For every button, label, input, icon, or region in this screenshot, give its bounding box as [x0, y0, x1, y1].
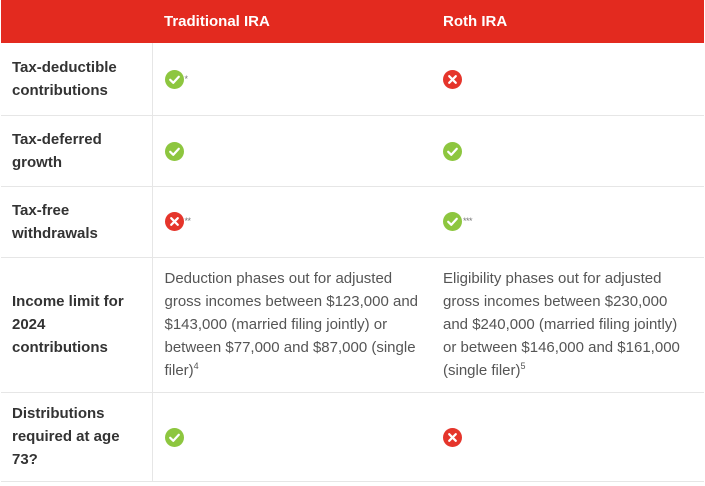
- footnote-marker: **: [184, 216, 192, 227]
- roth-cell: [431, 43, 704, 116]
- header-traditional-ira: Traditional IRA: [164, 13, 270, 30]
- income-limit-text: Deduction phases out for adjusted gross …: [164, 270, 419, 379]
- cross-icon: [443, 427, 462, 447]
- check-icon: [164, 69, 184, 89]
- roth-cell: ***: [431, 186, 704, 258]
- row-label: Tax-deductible contributions: [1, 43, 153, 116]
- header-roth-ira: Roth IRA: [443, 13, 508, 30]
- row-label: Income limit for 2024 contributions: [1, 257, 153, 393]
- table-header-row: Traditional IRA Roth IRA: [1, 0, 704, 43]
- row-label: Distributions required at age 73?: [1, 392, 153, 482]
- traditional-cell: *: [152, 43, 431, 116]
- table-row: Tax-deferred growth: [1, 115, 704, 187]
- header-blank-cell: [1, 0, 152, 43]
- income-limit-text: Eligibility phases out for adjusted gros…: [443, 270, 680, 379]
- footnote-number: 4: [193, 361, 199, 371]
- table-row: Income limit for 2024 contributions Dedu…: [1, 257, 704, 393]
- roth-cell: [431, 392, 704, 482]
- footnote-number: 5: [520, 361, 526, 371]
- footnote-marker: *: [184, 73, 189, 84]
- table-row: Distributions required at age 73?: [1, 392, 704, 482]
- cross-icon: [443, 69, 462, 89]
- check-icon: [443, 212, 462, 232]
- check-icon: [164, 141, 184, 161]
- table-row: Tax-deductible contributions *: [1, 43, 704, 116]
- roth-cell: [431, 115, 704, 187]
- row-label: Tax-deferred growth: [1, 115, 153, 187]
- row-label: Tax-free withdrawals: [1, 186, 153, 258]
- check-icon: [443, 141, 462, 161]
- traditional-cell: Deduction phases out for adjusted gross …: [152, 257, 431, 393]
- traditional-cell: [152, 115, 431, 187]
- traditional-cell: [152, 392, 431, 482]
- roth-cell: Eligibility phases out for adjusted gros…: [431, 257, 704, 393]
- table-row: Tax-free withdrawals ** ***: [1, 186, 704, 258]
- traditional-cell: **: [152, 186, 431, 258]
- cross-icon: [164, 212, 184, 232]
- check-icon: [164, 427, 184, 447]
- footnote-marker: ***: [463, 216, 473, 227]
